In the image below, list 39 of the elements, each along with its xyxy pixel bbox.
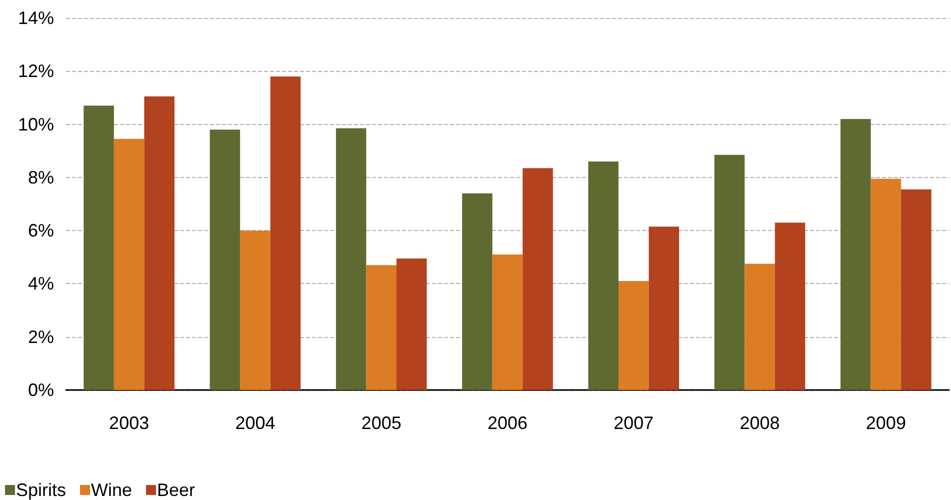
legend-label: Beer: [157, 480, 196, 500]
bar: [366, 265, 396, 390]
y-tick-label: 10%: [18, 114, 54, 134]
x-tick-label: 2009: [866, 413, 906, 433]
y-tick-label: 12%: [18, 61, 54, 82]
bar: [492, 254, 523, 390]
bar: [901, 189, 932, 390]
legend-label: Wine: [91, 480, 132, 500]
bar: [648, 226, 680, 390]
bar: [396, 258, 427, 390]
y-tick-label: 8%: [28, 167, 54, 188]
y-tick-label: 14%: [18, 8, 54, 28]
bar: [84, 106, 114, 390]
x-tick-label: 2008: [740, 413, 780, 433]
y-tick-label: 0%: [28, 380, 54, 400]
bar: [774, 222, 806, 390]
y-tick-label: 2%: [28, 326, 54, 347]
x-tick-label: 2007: [614, 413, 654, 433]
bar: [714, 154, 745, 390]
y-tick-label: 4%: [28, 274, 54, 294]
bar: [114, 138, 144, 390]
bar: [870, 178, 902, 390]
bar: [588, 161, 619, 390]
x-tick-label: 2003: [109, 413, 150, 433]
y-tick-label: 6%: [28, 220, 54, 241]
bar: [210, 130, 240, 390]
bar: [270, 76, 301, 390]
legend-label: Spirits: [16, 480, 66, 500]
bar: [144, 96, 174, 390]
bar: [840, 118, 871, 390]
x-tick-label: 2004: [235, 413, 276, 433]
bar: [462, 193, 492, 390]
bar: [618, 281, 649, 390]
bar: [336, 128, 366, 390]
x-tick-label: 2006: [487, 413, 528, 433]
bar: [744, 264, 775, 390]
bar: [522, 168, 553, 390]
x-tick-label: 2005: [361, 413, 402, 433]
bar: [240, 230, 270, 390]
